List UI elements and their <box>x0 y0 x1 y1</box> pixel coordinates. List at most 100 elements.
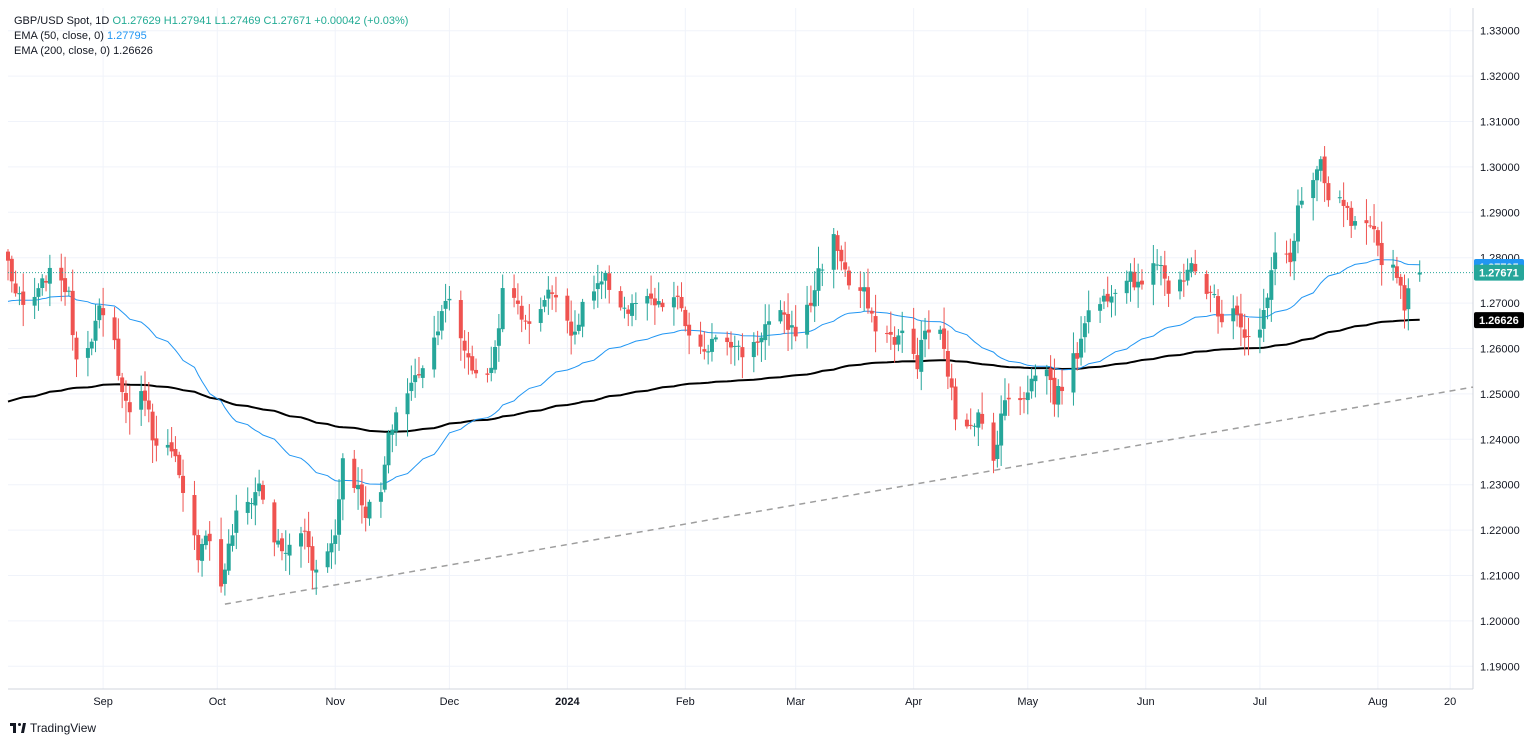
candle-body <box>203 535 208 546</box>
candle <box>203 530 208 550</box>
x-tick-label: Oct <box>209 696 226 708</box>
candle-body <box>1021 398 1026 400</box>
candle-body <box>1139 280 1144 285</box>
candle <box>576 313 581 335</box>
candle <box>17 286 22 306</box>
candle-body <box>21 291 26 305</box>
candle <box>1082 315 1087 353</box>
legend-ema200-label: EMA (200, close, 0) <box>14 45 110 57</box>
candle-body <box>363 506 368 518</box>
tradingview-brand[interactable]: TradingView <box>10 721 96 735</box>
candle <box>359 468 364 524</box>
candle <box>470 345 475 375</box>
candle <box>626 305 631 327</box>
candle-body <box>74 337 79 360</box>
candle <box>1341 182 1346 228</box>
candle <box>314 559 319 595</box>
candle <box>763 304 768 360</box>
candle <box>1056 379 1061 418</box>
candle-body <box>660 302 665 308</box>
candle <box>1318 156 1323 182</box>
candle <box>409 365 414 401</box>
y-tick-label: 1.24000 <box>1480 434 1520 446</box>
candle-body <box>976 412 981 428</box>
candle-body <box>732 345 737 347</box>
price-axis[interactable]: 1.19000 1.20000 1.21000 1.22000 1.23000 1.240… <box>1480 26 1520 674</box>
candle-body <box>439 311 444 331</box>
candle-body <box>1124 280 1129 294</box>
candle <box>245 487 250 525</box>
y-tick-label: 1.31000 <box>1480 117 1520 129</box>
candle-body <box>1326 183 1331 201</box>
candle <box>862 272 867 312</box>
trend-line-layer <box>224 386 1474 605</box>
candle-body <box>706 351 711 353</box>
candle <box>6 249 10 281</box>
candle <box>443 283 448 323</box>
candle-body <box>219 539 224 587</box>
candle <box>435 310 440 346</box>
candle <box>1349 201 1354 238</box>
candle-body <box>900 330 905 334</box>
candle-body <box>550 292 555 294</box>
candle-body <box>192 495 197 536</box>
candle <box>607 265 612 304</box>
candle <box>1166 276 1171 307</box>
candle-body <box>1292 240 1297 262</box>
candle-body <box>1079 338 1084 358</box>
candle-body <box>607 273 612 290</box>
candle-body <box>687 324 692 336</box>
candle-body <box>843 262 848 270</box>
candle-body <box>782 312 787 315</box>
candle-body <box>512 288 517 298</box>
candle-body <box>995 444 1000 460</box>
candle-body <box>181 475 186 493</box>
candle <box>1025 375 1030 415</box>
candle-body <box>542 300 547 307</box>
legend-ema50-row[interactable]: EMA (50, close, 0) 1.27795 <box>14 29 408 44</box>
legend-ema200-row[interactable]: EMA (200, close, 0) 1.26626 <box>14 44 408 59</box>
candle-body <box>260 485 265 500</box>
candle <box>782 301 787 335</box>
candle-body <box>1185 269 1190 281</box>
candle-body <box>325 551 330 568</box>
candle <box>493 340 498 374</box>
candle <box>1193 249 1198 276</box>
candle <box>706 344 711 365</box>
candle-body <box>1368 225 1373 227</box>
candle-body <box>386 432 391 466</box>
candle-body <box>1238 313 1243 328</box>
candle <box>1208 285 1213 313</box>
candle <box>553 276 558 313</box>
candle-body <box>306 531 311 548</box>
candle-body <box>17 293 22 295</box>
candle <box>732 335 737 366</box>
candle-body <box>1044 369 1049 377</box>
candle <box>1372 204 1377 243</box>
candle-body <box>1113 292 1118 294</box>
candle-body <box>675 295 680 297</box>
candle-body <box>1269 270 1274 300</box>
candle <box>858 271 863 309</box>
candle-body <box>432 337 437 370</box>
candle <box>1098 297 1103 323</box>
legend-symbol[interactable]: GBP/USD Spot, 1D <box>14 15 110 27</box>
candle <box>572 310 577 345</box>
candle <box>911 307 916 360</box>
candle <box>1398 273 1403 299</box>
candle <box>181 459 186 512</box>
candle-body <box>470 356 475 371</box>
candle <box>671 281 676 326</box>
candle-body <box>1337 197 1342 199</box>
candle-body <box>1311 180 1316 199</box>
candle <box>139 375 144 426</box>
candle <box>630 294 635 327</box>
time-axis[interactable]: Sep Oct Nov Dec 2024 Feb Mar Apr May Jun Jul Aug 20 <box>93 696 1456 708</box>
candle <box>173 436 178 463</box>
candle <box>1185 258 1190 286</box>
candle-body <box>485 373 490 375</box>
candle <box>272 499 277 557</box>
candle <box>299 526 303 568</box>
candle-body <box>378 492 383 502</box>
